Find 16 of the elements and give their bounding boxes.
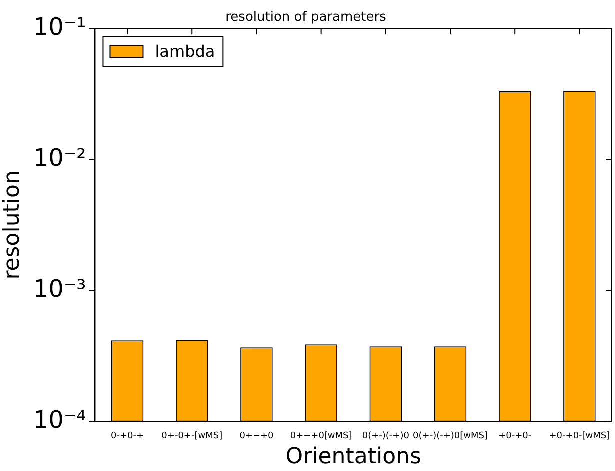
x-tick-label: 0+−+0[wMS]	[290, 432, 352, 442]
x-tick-label: +0-+0-[wMS]	[549, 432, 610, 442]
x-tick-label: +0-+0-	[498, 432, 532, 442]
x-tick-label: 0+-0+-[wMS]	[162, 432, 223, 442]
x-tick-label: 0(+-)(-+)0[wMS]	[413, 432, 488, 442]
y-tick-label: 10⁻²	[33, 144, 86, 172]
chart-title: resolution of parameters	[226, 10, 387, 26]
legend-label: lambda	[155, 42, 216, 61]
y-tick-label: 10⁻¹	[33, 12, 86, 41]
x-tick-label: 0+−+0	[240, 432, 274, 442]
x-tick-label: 0(+-)(-+)0	[362, 432, 410, 442]
y-tick-label: 10⁻⁴	[33, 406, 86, 434]
x-axis-title: Orientations	[286, 444, 422, 470]
y-axis-title: resolution	[0, 170, 25, 280]
y-tick-label: 10⁻³	[33, 274, 86, 303]
x-tick-label: 0-+0-+	[111, 432, 144, 442]
